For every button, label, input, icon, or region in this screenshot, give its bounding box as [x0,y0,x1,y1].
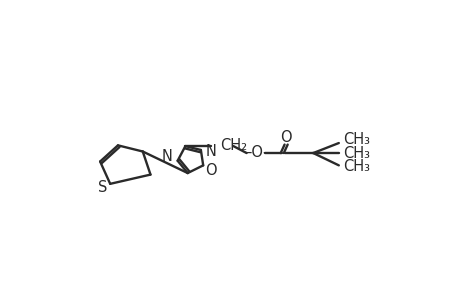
Text: O: O [205,163,217,178]
Text: CH₂: CH₂ [220,138,247,153]
Text: CH₃: CH₃ [343,146,369,160]
Text: N: N [162,149,173,164]
Text: S: S [98,180,107,195]
Text: O: O [280,130,291,145]
Text: CH₃: CH₃ [343,159,369,174]
Text: CH₃: CH₃ [343,132,369,147]
Text: –O–: –O– [244,145,270,160]
Text: N: N [205,144,216,159]
